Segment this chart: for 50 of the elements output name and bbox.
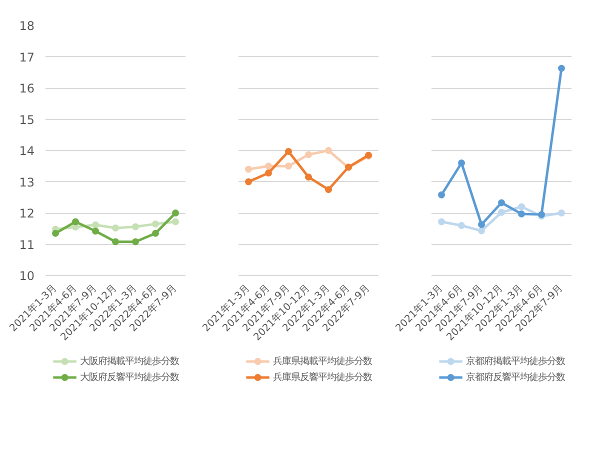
legend-label: 兵庫県反響平均徒歩分数 bbox=[273, 372, 372, 383]
point bbox=[478, 227, 485, 234]
point bbox=[92, 221, 99, 228]
y-tick-label: 15 bbox=[19, 112, 35, 127]
point bbox=[152, 230, 159, 237]
point bbox=[172, 218, 179, 226]
point bbox=[498, 208, 505, 216]
point bbox=[285, 162, 292, 170]
legend-label: 京都府反響平均徒歩分数 bbox=[466, 372, 566, 383]
legend-label: 兵庫県掲載平均徒歩分数 bbox=[273, 356, 372, 367]
point bbox=[245, 178, 252, 186]
point bbox=[132, 223, 139, 230]
point bbox=[305, 151, 312, 158]
y-tick-label: 12 bbox=[19, 206, 35, 220]
point bbox=[132, 238, 139, 246]
point bbox=[458, 222, 465, 229]
point bbox=[558, 64, 565, 72]
point bbox=[518, 210, 525, 218]
point bbox=[265, 170, 272, 176]
y-tick-label: 11 bbox=[19, 238, 35, 252]
y-tick-label: 18 bbox=[19, 19, 35, 33]
y-tick-label: 17 bbox=[19, 50, 35, 64]
y-tick-label: 16 bbox=[19, 82, 35, 96]
y-tick-label: 14 bbox=[19, 144, 35, 158]
legend-label: 大阪府掲載平均徒歩分数 bbox=[80, 356, 180, 367]
point bbox=[478, 221, 485, 228]
point bbox=[285, 148, 292, 155]
point bbox=[92, 228, 99, 235]
legend-label: 京都府掲載平均徒歩分数 bbox=[466, 356, 566, 367]
point bbox=[498, 199, 505, 206]
point bbox=[245, 166, 252, 173]
point bbox=[305, 174, 312, 181]
point bbox=[518, 203, 525, 210]
point bbox=[438, 191, 445, 198]
point bbox=[325, 147, 332, 154]
y-tick-label: 10 bbox=[19, 269, 35, 283]
point bbox=[72, 218, 79, 226]
point bbox=[458, 160, 465, 166]
point bbox=[172, 210, 179, 216]
point bbox=[72, 224, 79, 231]
point bbox=[265, 162, 272, 170]
point bbox=[112, 238, 119, 246]
point bbox=[112, 224, 119, 232]
point bbox=[52, 230, 59, 237]
legend-label: 大阪府反響平均徒歩分数 bbox=[80, 372, 180, 383]
point bbox=[325, 186, 332, 194]
y-tick-label: 13 bbox=[19, 175, 35, 190]
point bbox=[558, 210, 565, 216]
point bbox=[438, 218, 445, 226]
point bbox=[152, 220, 159, 228]
